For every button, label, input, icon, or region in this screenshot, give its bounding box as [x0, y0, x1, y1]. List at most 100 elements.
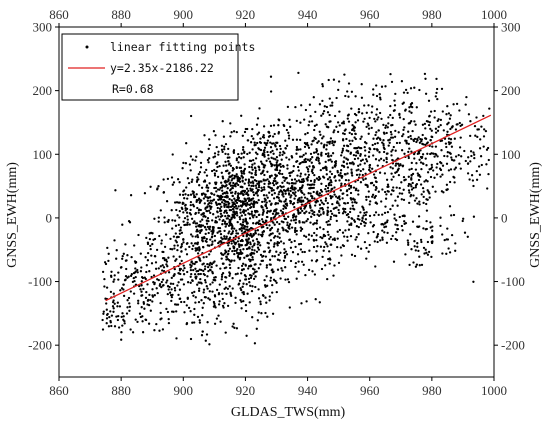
data-point [116, 301, 119, 304]
data-point [355, 173, 359, 177]
data-point [417, 152, 421, 155]
data-point [299, 138, 302, 142]
data-point [180, 250, 183, 253]
data-point [235, 207, 238, 210]
data-point [429, 152, 432, 156]
data-point [294, 261, 298, 265]
data-point [292, 165, 295, 168]
data-point [138, 312, 142, 315]
data-point [329, 217, 332, 221]
data-point [157, 267, 160, 270]
data-point [353, 112, 357, 116]
data-point [269, 203, 273, 206]
data-point [141, 331, 145, 334]
data-point [253, 249, 256, 252]
data-point [189, 208, 192, 212]
data-point [233, 259, 236, 262]
data-point [416, 139, 419, 142]
data-point [360, 96, 364, 99]
data-point [470, 174, 474, 177]
data-point [172, 181, 176, 184]
data-point [269, 263, 272, 266]
data-point [167, 220, 170, 223]
data-point [260, 218, 264, 221]
data-point [254, 169, 258, 172]
data-point [244, 198, 247, 201]
data-point [176, 284, 179, 287]
data-point [382, 142, 385, 146]
data-point [342, 144, 346, 147]
data-point [228, 197, 231, 201]
data-point [262, 254, 265, 258]
data-point [395, 219, 398, 222]
data-point [237, 237, 240, 240]
data-point [182, 273, 186, 276]
data-point [226, 214, 230, 217]
data-point [223, 180, 226, 183]
data-point [348, 131, 351, 135]
data-point [195, 225, 198, 228]
data-point [446, 151, 449, 154]
data-point [273, 255, 277, 258]
data-point [183, 300, 186, 304]
data-point [304, 152, 307, 155]
data-point [484, 129, 488, 133]
data-point [121, 257, 124, 260]
data-point [186, 296, 189, 299]
data-point [360, 83, 363, 86]
data-point [332, 274, 335, 277]
data-point [222, 135, 226, 138]
data-point [429, 175, 433, 179]
data-point [243, 256, 246, 259]
data-point [320, 154, 323, 157]
data-point [270, 189, 273, 192]
data-point [344, 229, 347, 232]
data-point [426, 171, 430, 174]
data-point [209, 283, 212, 286]
data-point [140, 280, 143, 283]
data-point [211, 243, 214, 246]
data-point [359, 247, 363, 250]
data-point [477, 128, 480, 131]
data-point [253, 214, 256, 217]
data-point [381, 236, 384, 239]
data-point [375, 94, 379, 98]
data-point [214, 134, 217, 137]
data-point [241, 223, 245, 226]
data-point [107, 325, 111, 328]
data-point [355, 225, 359, 228]
data-point [215, 169, 218, 173]
data-point [219, 267, 222, 270]
data-point [380, 85, 384, 88]
data-point [233, 197, 236, 200]
data-point [440, 190, 444, 193]
data-point [441, 173, 444, 176]
data-point [200, 299, 203, 302]
data-point [197, 272, 200, 276]
data-point [239, 298, 242, 302]
data-point [313, 124, 317, 128]
data-point [316, 245, 319, 248]
y-tick-label-left: -100 [28, 274, 52, 289]
data-point [351, 204, 354, 207]
data-point [268, 249, 272, 252]
data-point [233, 205, 236, 209]
data-point [213, 174, 217, 177]
data-point [345, 149, 348, 152]
data-point [479, 138, 482, 141]
data-point [322, 249, 325, 252]
data-point [408, 191, 411, 194]
legend-points-marker [85, 45, 89, 49]
data-point [341, 139, 345, 142]
data-point [140, 294, 143, 297]
data-point [337, 208, 340, 212]
data-point [268, 234, 271, 237]
data-point [330, 154, 333, 157]
data-point [282, 176, 285, 179]
data-point [149, 298, 152, 302]
data-point [263, 188, 266, 191]
data-point [336, 121, 340, 124]
data-point [276, 228, 280, 231]
data-point [464, 159, 467, 163]
data-point [207, 297, 210, 300]
